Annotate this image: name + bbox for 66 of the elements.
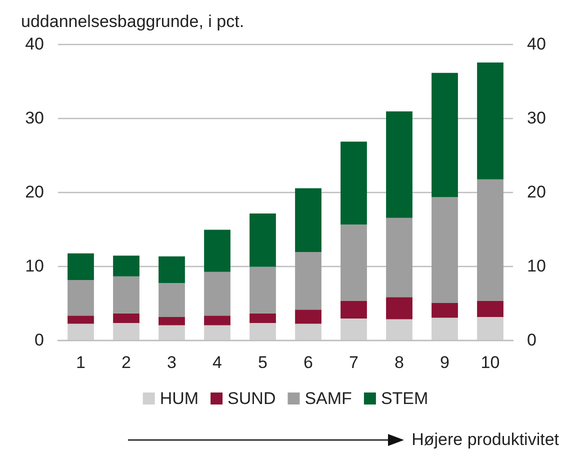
bar [113, 313, 140, 323]
bar [158, 325, 185, 340]
bar [204, 316, 230, 326]
bar [386, 319, 412, 340]
bar [158, 283, 185, 318]
y2-tick-label: 0 [527, 330, 536, 350]
x-tick-label: 7 [349, 353, 358, 372]
bar [340, 300, 367, 319]
legend-label: STEM [380, 389, 428, 408]
x-tick-label: 6 [304, 353, 313, 372]
legend-label: SAMF [304, 389, 352, 408]
y2-tick-label: 10 [527, 256, 546, 276]
bar [477, 62, 504, 180]
bar [295, 324, 322, 340]
bar [158, 256, 185, 284]
bar [68, 324, 94, 340]
legend-label: SUND [228, 389, 276, 408]
y-tick-label: 30 [25, 108, 44, 128]
y2-tick-label: 20 [527, 182, 546, 202]
bar [477, 179, 504, 301]
bar [113, 256, 140, 276]
bar [113, 276, 140, 314]
bar [386, 218, 412, 298]
text: Højere produktivitet [412, 430, 559, 450]
x-tick-label: 9 [440, 353, 450, 372]
x-tick-label: 4 [212, 353, 222, 372]
bar [295, 310, 322, 324]
bar [432, 72, 458, 198]
y2-tick-label: 30 [527, 108, 546, 128]
bar [477, 300, 504, 318]
bar [204, 230, 230, 272]
bar [158, 317, 185, 326]
bar [295, 252, 322, 310]
x-tick-label: 1 [76, 353, 86, 372]
x-tick-label: 3 [167, 353, 176, 372]
y-tick-label: 0 [34, 330, 44, 350]
x-tick-label: 2 [122, 353, 131, 372]
y-tick-label: 40 [25, 34, 44, 54]
bar [432, 197, 458, 303]
x-tick-label: 8 [394, 353, 404, 372]
x-tick-label: 10 [480, 353, 500, 372]
legend-label: HUM [160, 389, 199, 408]
bar [68, 316, 94, 324]
bar [68, 280, 94, 316]
bar [340, 224, 367, 301]
bar [432, 318, 458, 340]
x-tick-label: 5 [258, 353, 268, 372]
bar [477, 317, 504, 340]
bar [204, 325, 230, 340]
y-tick-label: 10 [25, 256, 44, 276]
bar [386, 297, 412, 320]
bar [250, 213, 276, 267]
bar [386, 111, 412, 218]
bar [250, 266, 276, 314]
bar [340, 142, 367, 225]
y-tick-label: 20 [25, 182, 44, 202]
bar [250, 322, 276, 340]
bar [68, 253, 94, 280]
bar [432, 303, 458, 318]
bar [204, 272, 230, 316]
bar [295, 188, 322, 252]
bar [113, 322, 140, 340]
bar [250, 313, 276, 323]
bar [340, 318, 367, 340]
y2-tick-label: 40 [527, 34, 546, 54]
chart-title: uddannelsesbaggrunde, i pct. [21, 12, 244, 31]
